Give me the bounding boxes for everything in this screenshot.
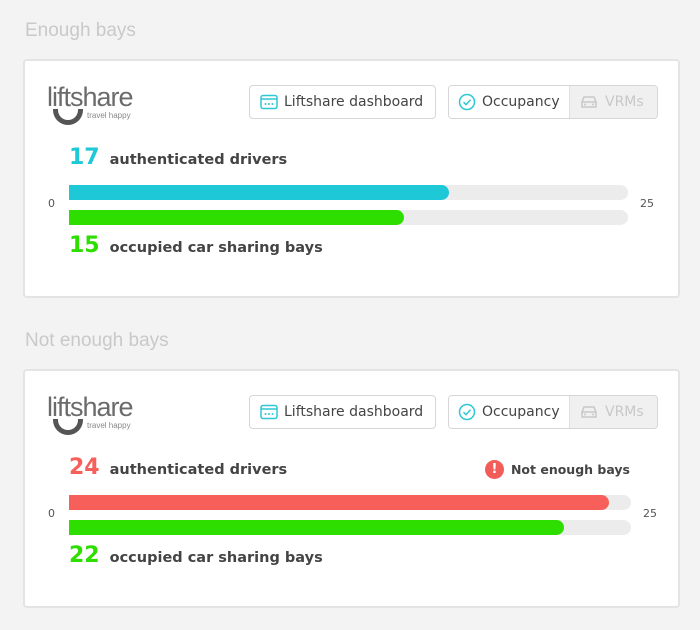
exclamation-icon: !	[484, 460, 504, 479]
drivers-label: authenticated drivers	[109, 152, 288, 168]
check-circle-icon	[458, 93, 476, 111]
logo-smile-icon	[53, 419, 83, 435]
occupancy-card: liftshare travel happy Liftshare dashboa…	[23, 369, 680, 608]
axis-max: 25	[640, 197, 654, 210]
drivers-metric: 24 authenticated drivers	[69, 455, 287, 480]
bays-label: occupied car sharing bays	[109, 550, 323, 566]
dashboard-icon	[260, 404, 278, 420]
logo-tagline: travel happy	[87, 421, 131, 430]
vrms-tab[interactable]: VRMs	[569, 396, 657, 428]
bays-bar	[69, 520, 564, 535]
car-icon	[579, 404, 599, 420]
occupancy-tab[interactable]: Occupancy	[449, 396, 569, 428]
axis-min: 0	[48, 507, 55, 520]
occupancy-label: Occupancy	[482, 404, 560, 420]
bays-count: 15	[69, 233, 100, 258]
dashboard-icon	[260, 94, 278, 110]
liftshare-logo: liftshare travel happy	[47, 83, 147, 133]
dashboard-label: Liftshare dashboard	[284, 404, 424, 420]
bays-label: occupied car sharing bays	[109, 240, 323, 256]
drivers-bar-track	[69, 185, 628, 200]
check-circle-icon	[458, 403, 476, 421]
section-title: Not enough bays	[25, 330, 169, 351]
drivers-bar	[69, 495, 609, 510]
bays-bar-track	[69, 210, 628, 225]
liftshare-logo: liftshare travel happy	[47, 393, 147, 443]
vrms-label: VRMs	[605, 404, 644, 420]
section-title: Enough bays	[25, 20, 136, 41]
bays-bar	[69, 210, 405, 225]
liftshare-dashboard-button[interactable]: Liftshare dashboard	[249, 85, 436, 119]
drivers-metric: 17 authenticated drivers	[69, 145, 287, 170]
logo-wordmark: liftshare	[47, 82, 134, 112]
view-toggle: Occupancy VRMs	[448, 395, 658, 429]
axis-max: 25	[643, 507, 657, 520]
axis-min: 0	[48, 197, 55, 210]
bays-bar-track	[69, 520, 631, 535]
drivers-label: authenticated drivers	[109, 462, 288, 478]
drivers-bar-track	[69, 495, 631, 510]
occupancy-card: liftshare travel happy Liftshare dashboa…	[23, 59, 680, 298]
logo-smile-icon	[53, 109, 83, 125]
occupancy-label: Occupancy	[482, 94, 560, 110]
liftshare-dashboard-button[interactable]: Liftshare dashboard	[249, 395, 436, 429]
bays-metric: 15 occupied car sharing bays	[69, 233, 323, 258]
view-toggle: Occupancy VRMs	[448, 85, 658, 119]
drivers-bar	[69, 185, 450, 200]
car-icon	[579, 94, 599, 110]
vrms-label: VRMs	[605, 94, 644, 110]
bays-count: 22	[69, 543, 100, 568]
occupancy-tab[interactable]: Occupancy	[449, 86, 569, 118]
dashboard-label: Liftshare dashboard	[284, 94, 424, 110]
bays-metric: 22 occupied car sharing bays	[69, 543, 323, 568]
warning-badge: ! Not enough bays	[484, 460, 630, 479]
logo-tagline: travel happy	[87, 111, 131, 120]
logo-wordmark: liftshare	[47, 392, 134, 422]
drivers-count: 17	[69, 145, 100, 170]
warning-text: Not enough bays	[510, 462, 630, 477]
drivers-count: 24	[69, 455, 100, 480]
vrms-tab[interactable]: VRMs	[569, 86, 657, 118]
